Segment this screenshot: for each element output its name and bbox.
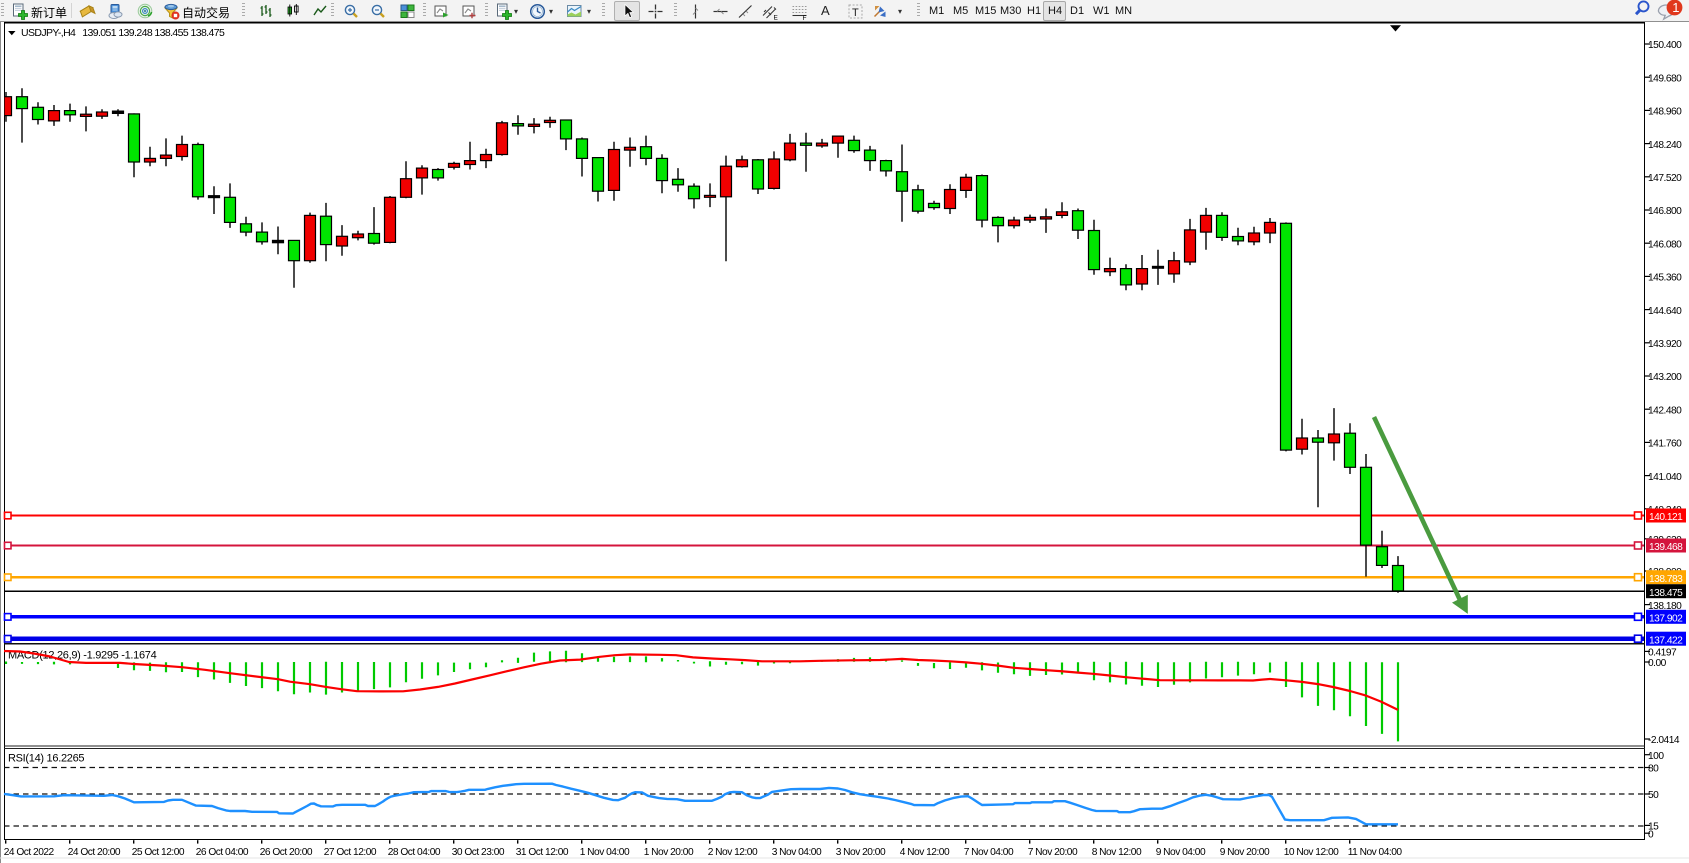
svg-text:0.00: 0.00 <box>1648 658 1667 669</box>
svg-text:138.783: 138.783 <box>1649 574 1683 585</box>
svg-text:147.520: 147.520 <box>1648 173 1682 184</box>
svg-text:146.800: 146.800 <box>1648 206 1682 217</box>
svg-text:26 Oct 04:00: 26 Oct 04:00 <box>196 847 249 858</box>
svg-text:149.680: 149.680 <box>1648 73 1682 84</box>
svg-text:140.121: 140.121 <box>1649 512 1683 523</box>
svg-text:31 Oct 12:00: 31 Oct 12:00 <box>516 847 569 858</box>
svg-text:7 Nov 04:00: 7 Nov 04:00 <box>964 847 1014 858</box>
svg-text:1 Nov 20:00: 1 Nov 20:00 <box>644 847 694 858</box>
svg-text:11 Nov 04:00: 11 Nov 04:00 <box>1348 847 1403 858</box>
svg-text:80: 80 <box>1648 764 1659 775</box>
svg-text:148.240: 148.240 <box>1648 140 1682 151</box>
svg-text:144.640: 144.640 <box>1648 306 1682 317</box>
svg-text:30 Oct 23:00: 30 Oct 23:00 <box>452 847 505 858</box>
svg-text:26 Oct 20:00: 26 Oct 20:00 <box>260 847 313 858</box>
svg-text:USDJPY-,H4 139.051 139.248 1: USDJPY-,H4 139.051 139.248 138.455 138.4… <box>21 27 225 39</box>
svg-text:0: 0 <box>1648 829 1654 840</box>
svg-text:RSI(14) 16.2265: RSI(14) 16.2265 <box>8 753 84 765</box>
svg-text:0.4197: 0.4197 <box>1648 648 1677 659</box>
svg-text:138.475: 138.475 <box>1649 588 1683 599</box>
svg-text:1: 1 <box>1672 0 1679 15</box>
svg-text:9 Nov 04:00: 9 Nov 04:00 <box>1156 847 1206 858</box>
svg-text:50: 50 <box>1648 790 1659 801</box>
svg-text:MACD(12,26,9) -1.9295 -1.1674: MACD(12,26,9) -1.9295 -1.1674 <box>8 650 157 662</box>
svg-text:141.760: 141.760 <box>1648 439 1682 450</box>
svg-text:9 Nov 20:00: 9 Nov 20:00 <box>1220 847 1270 858</box>
svg-text:139.468: 139.468 <box>1649 542 1683 553</box>
svg-text:143.200: 143.200 <box>1648 372 1682 383</box>
svg-text:T: T <box>852 7 859 19</box>
svg-text:27 Oct 12:00: 27 Oct 12:00 <box>324 847 377 858</box>
svg-text:137.422: 137.422 <box>1649 635 1683 646</box>
svg-text:142.480: 142.480 <box>1648 405 1682 416</box>
svg-text:143.920: 143.920 <box>1648 339 1682 350</box>
svg-text:3 Nov 20:00: 3 Nov 20:00 <box>836 847 886 858</box>
svg-text:145.360: 145.360 <box>1648 273 1682 284</box>
svg-text:10 Nov 12:00: 10 Nov 12:00 <box>1284 847 1339 858</box>
svg-text:150.400: 150.400 <box>1648 40 1682 51</box>
svg-text:24 Oct 2022: 24 Oct 2022 <box>4 847 55 858</box>
svg-text:F: F <box>803 15 807 20</box>
svg-text:138.180: 138.180 <box>1648 601 1682 612</box>
svg-text:24 Oct 20:00: 24 Oct 20:00 <box>68 847 121 858</box>
svg-text:141.040: 141.040 <box>1648 472 1682 483</box>
svg-text:137.902: 137.902 <box>1649 613 1683 624</box>
svg-text:25 Oct 12:00: 25 Oct 12:00 <box>132 847 185 858</box>
svg-text:-2.0414: -2.0414 <box>1648 735 1680 746</box>
svg-text:4 Nov 12:00: 4 Nov 12:00 <box>900 847 950 858</box>
svg-text:3 Nov 04:00: 3 Nov 04:00 <box>772 847 822 858</box>
svg-text:E: E <box>774 15 779 21</box>
svg-text:2 Nov 12:00: 2 Nov 12:00 <box>708 847 758 858</box>
svg-text:148.960: 148.960 <box>1648 107 1682 118</box>
svg-text:8 Nov 12:00: 8 Nov 12:00 <box>1092 847 1142 858</box>
svg-text:15: 15 <box>1648 822 1659 833</box>
svg-text:1 Nov 04:00: 1 Nov 04:00 <box>580 847 630 858</box>
svg-text:146.080: 146.080 <box>1648 239 1682 250</box>
svg-text:7 Nov 20:00: 7 Nov 20:00 <box>1028 847 1078 858</box>
svg-text:28 Oct 04:00: 28 Oct 04:00 <box>388 847 441 858</box>
svg-text:100: 100 <box>1648 751 1664 762</box>
